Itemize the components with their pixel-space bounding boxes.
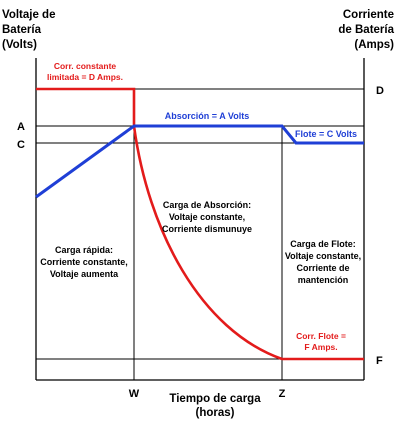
tick-label-c: C (17, 139, 25, 151)
float-current-label-line-2: F Amps. (304, 342, 337, 352)
right-axis-title-line-1: Corriente (343, 9, 394, 21)
time-axis-title-line-2: (horas) (196, 407, 235, 419)
current-curve-decay (132, 125, 364, 361)
left-axis-title-line-3: (Volts) (2, 39, 37, 51)
left-axis-title-line-2: Batería (2, 24, 42, 36)
current-limited-label-line-2: limitada = D Amps. (47, 72, 123, 82)
bulk-phase-line-2: Corriente constante, (40, 257, 128, 267)
float-phase-line-3: Corriente de (296, 263, 349, 273)
absorption-volts-label: Absorción = A Volts (165, 111, 249, 121)
float-current-label-line-1: Corr. Flote = (296, 331, 346, 341)
tick-label-f: F (376, 355, 383, 367)
tick-label-d: D (376, 85, 384, 97)
right-axis-title-line-2: de Batería (338, 24, 394, 36)
bulk-phase-line-3: Voltaje aumenta (50, 269, 119, 279)
tick-label-z: Z (279, 388, 286, 400)
float-phase-line-1: Carga de Flote: (290, 239, 356, 249)
left-axis-title-line-1: Voltaje de (2, 9, 55, 21)
float-phase-line-2: Voltaje constante, (285, 251, 361, 261)
tick-label-a: A (17, 121, 25, 133)
absorption-phase-line-3: Corriente dismunuye (162, 224, 252, 234)
float-phase-line-4: mantención (298, 275, 349, 285)
absorption-phase-line-2: Voltaje constante, (169, 212, 245, 222)
voltage-curve (35, 124, 364, 199)
tick-label-w: W (129, 388, 140, 400)
bulk-phase-line-1: Carga rápida: (55, 245, 113, 255)
current-limited-label-line-1: Corr. constante (54, 61, 117, 71)
absorption-phase-line-1: Carga de Absorción: (163, 200, 251, 210)
current-curve-constant (36, 87, 136, 126)
time-axis-title-line-1: Tiempo de carga (169, 393, 261, 405)
right-axis-title-line-3: (Amps) (354, 39, 394, 51)
float-volts-label: Flote = C Volts (295, 129, 357, 139)
